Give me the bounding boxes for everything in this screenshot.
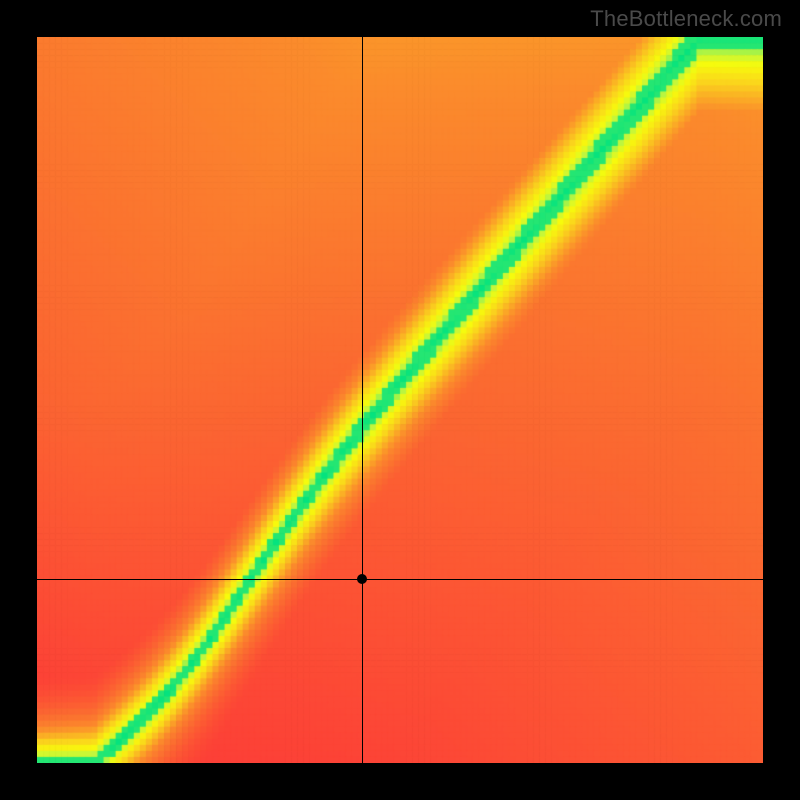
heatmap-canvas [37, 37, 763, 763]
chart-container: TheBottleneck.com [0, 0, 800, 800]
crosshair-vertical [362, 37, 363, 763]
plot-area [37, 37, 763, 763]
watermark-text: TheBottleneck.com [590, 6, 782, 32]
crosshair-horizontal [37, 579, 763, 580]
crosshair-marker [357, 574, 367, 584]
